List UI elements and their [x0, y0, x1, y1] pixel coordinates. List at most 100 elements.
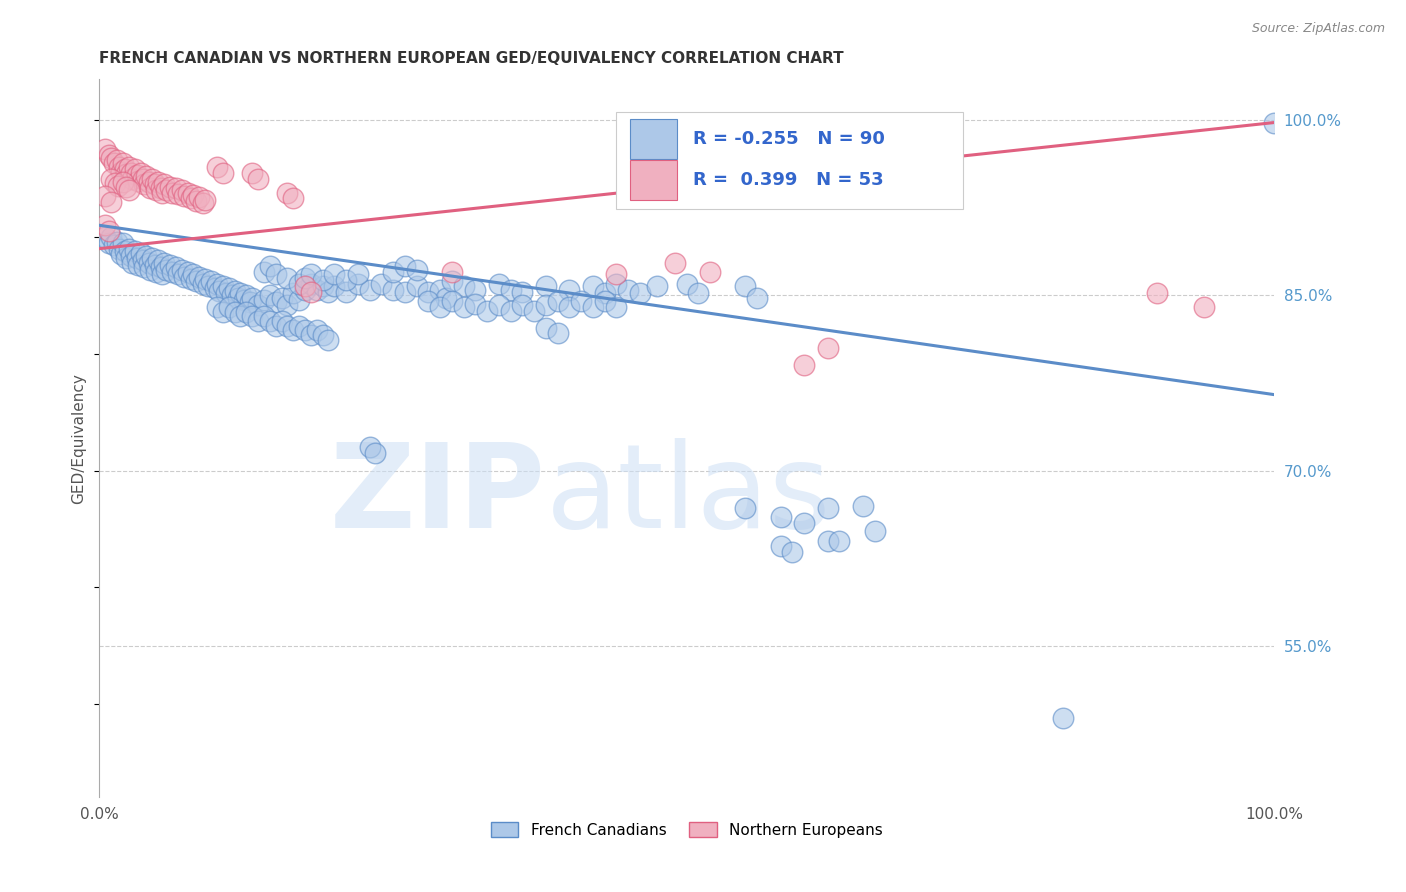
Point [305, 283, 328, 297]
FancyBboxPatch shape [616, 112, 963, 209]
Point [534, 298, 557, 312]
Point [108, 160, 131, 174]
Point [150, 186, 173, 200]
Point [364, 446, 387, 460]
Point [699, 265, 721, 279]
Point [184, 194, 207, 208]
Point [359, 283, 381, 297]
FancyBboxPatch shape [630, 120, 678, 159]
Point [129, 166, 152, 180]
Point [318, 285, 340, 299]
Point [318, 333, 340, 347]
Point [191, 196, 214, 211]
Point [440, 274, 463, 288]
Point [239, 295, 262, 310]
Point [247, 171, 270, 186]
Point [125, 168, 148, 182]
Point [569, 294, 592, 309]
Point [124, 162, 146, 177]
FancyBboxPatch shape [630, 161, 678, 200]
Point [200, 274, 222, 288]
Point [276, 186, 298, 200]
Point [145, 265, 167, 279]
Point [582, 300, 605, 314]
Point [141, 251, 163, 265]
Point [170, 262, 193, 277]
Point [183, 268, 205, 282]
Point [159, 179, 181, 194]
Point [323, 279, 346, 293]
Point [97, 224, 120, 238]
Point [167, 186, 190, 201]
Point [440, 294, 463, 309]
Point [165, 260, 187, 275]
Point [747, 291, 769, 305]
Point [264, 268, 287, 282]
Point [852, 499, 875, 513]
Text: Source: ZipAtlas.com: Source: ZipAtlas.com [1251, 22, 1385, 36]
Point [176, 265, 198, 279]
Point [155, 183, 177, 197]
Point [184, 274, 207, 288]
Point [510, 285, 533, 299]
Point [1192, 300, 1215, 314]
Point [153, 178, 176, 192]
Point [100, 171, 122, 186]
Point [283, 323, 305, 337]
Point [264, 295, 287, 310]
Point [288, 318, 311, 333]
Point [259, 288, 281, 302]
Point [1263, 115, 1285, 129]
Point [167, 268, 190, 282]
Point [218, 300, 240, 314]
Point [734, 500, 756, 515]
Text: ZIP: ZIP [330, 438, 546, 553]
Point [103, 156, 125, 170]
Point [221, 288, 243, 302]
Point [382, 283, 405, 297]
Point [127, 258, 149, 272]
Point [429, 300, 451, 314]
Point [215, 286, 238, 301]
Point [259, 314, 281, 328]
Point [115, 167, 138, 181]
Point [299, 277, 322, 291]
Point [149, 260, 172, 275]
Point [110, 247, 132, 261]
Point [605, 300, 627, 314]
Point [115, 179, 138, 194]
Point [229, 310, 252, 324]
Point [453, 279, 475, 293]
Point [464, 296, 486, 310]
Point [647, 279, 669, 293]
Point [141, 171, 163, 186]
Y-axis label: GED/Equivalency: GED/Equivalency [72, 373, 86, 504]
Point [191, 277, 214, 291]
Point [1146, 286, 1168, 301]
Point [132, 171, 155, 186]
Point [664, 255, 686, 269]
Point [129, 246, 152, 260]
Point [582, 279, 605, 293]
Point [205, 160, 228, 174]
Point [335, 285, 357, 299]
Point [294, 270, 316, 285]
Point [143, 258, 166, 272]
Point [118, 183, 141, 197]
Point [793, 516, 815, 530]
Point [782, 545, 804, 559]
Point [146, 253, 169, 268]
Point [105, 153, 128, 167]
Point [488, 298, 510, 312]
Point [311, 328, 333, 343]
Point [94, 142, 117, 156]
Point [127, 174, 149, 188]
Point [138, 175, 160, 189]
Point [299, 328, 322, 343]
Point [108, 242, 131, 256]
Point [294, 279, 316, 293]
Point [534, 321, 557, 335]
Point [229, 286, 252, 301]
Point [118, 160, 141, 174]
Point [253, 293, 276, 307]
